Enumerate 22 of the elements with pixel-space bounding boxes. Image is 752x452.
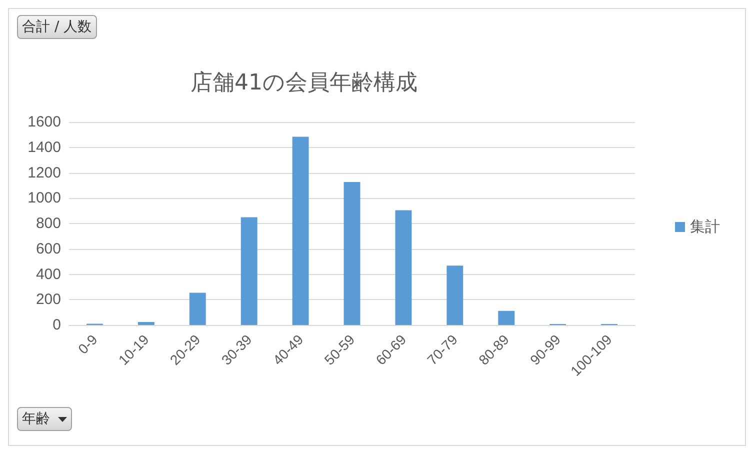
bar: [344, 182, 360, 325]
chart-title: 店舗41の会員年齢構成: [190, 70, 418, 96]
y-tick-label: 800: [36, 215, 61, 232]
y-tick-label: 400: [36, 266, 61, 283]
bar: [292, 136, 309, 325]
bar: [395, 210, 412, 325]
bar: [498, 310, 515, 325]
y-tick-label: 1200: [28, 164, 61, 182]
y-tick-label: 600: [36, 240, 61, 258]
y-tick-label: 200: [36, 291, 61, 308]
y-tick-label: 1400: [28, 138, 61, 156]
y-tick-label: 1000: [28, 190, 61, 207]
text: 合計 / 人数: [17, 15, 97, 39]
y-tick-label: 1600: [28, 114, 61, 130]
legend-label: 集計: [690, 218, 720, 236]
y-tick-label: 0: [52, 316, 61, 334]
x-tick-label: 0-9: [74, 331, 101, 357]
bar: [138, 322, 154, 325]
bar: [446, 266, 464, 325]
text: 年齢: [17, 407, 72, 431]
bar: [189, 292, 206, 325]
bar: [240, 217, 258, 325]
